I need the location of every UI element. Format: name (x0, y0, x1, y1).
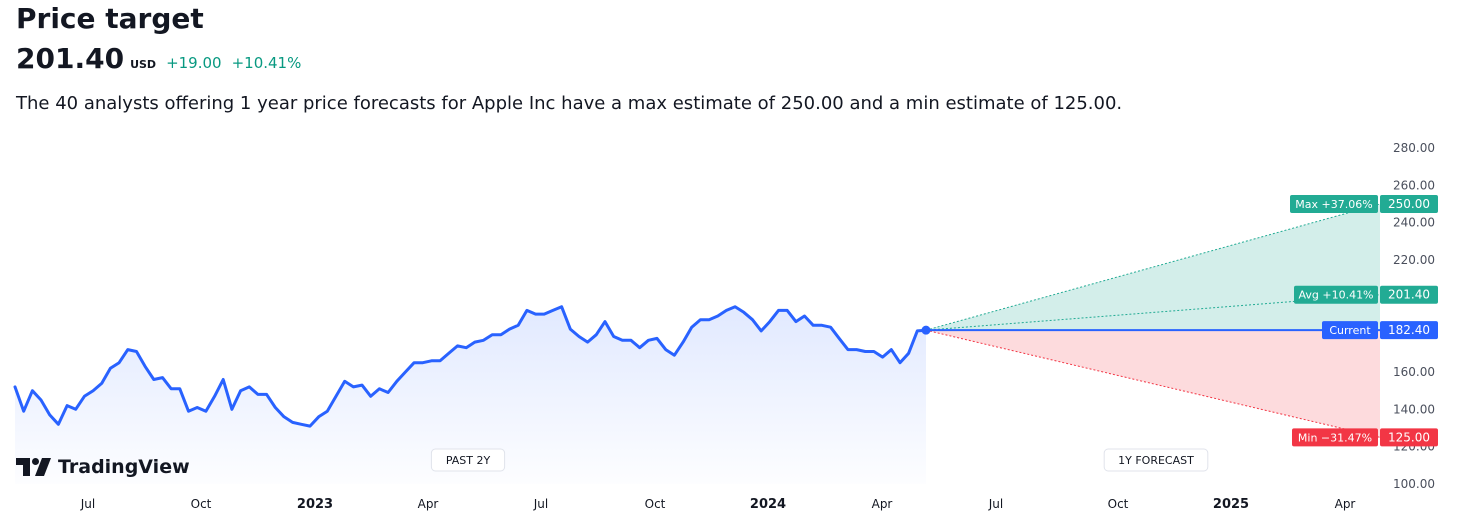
min-estimate-line (925, 329, 1381, 438)
current-tag-price: 182.40 (1388, 323, 1430, 337)
price-history-line (13, 305, 928, 428)
y-axis-tick-label: 260.00 (1393, 178, 1435, 192)
x-axis-tick-label: Apr (418, 497, 439, 511)
y-axis-tick-label: 240.00 (1393, 216, 1435, 230)
min-tag-price: 125.00 (1388, 430, 1430, 444)
past-area-fill (15, 306, 926, 484)
min-tag-price-box (1380, 428, 1438, 447)
forecast-period-label-box (1103, 448, 1209, 472)
price-change: +19.00 (166, 54, 222, 72)
price-target-value: 201.40 (16, 42, 125, 75)
max-estimate-line (925, 203, 1381, 331)
y-axis-tick-label: 140.00 (1393, 402, 1435, 416)
tradingview-logo[interactable]: TradingView (16, 456, 190, 478)
y-axis-tick-label: 280.00 (1393, 141, 1435, 155)
x-axis-tick-label: 2025 (1213, 497, 1249, 512)
past-period-label: PAST 2Y (446, 454, 491, 467)
price-change-percent: +10.41% (231, 54, 302, 72)
current-tag-label: Current (1329, 324, 1371, 337)
current-price-point (921, 325, 931, 335)
min-tag-label-box (1292, 428, 1378, 447)
avg-tag-label-box (1294, 285, 1378, 304)
tradingview-logo-text: TradingView (58, 456, 190, 478)
page-title: Price target (16, 2, 204, 35)
x-axis-tick-label: 2024 (750, 497, 786, 512)
x-axis-tick-label: Jul (988, 497, 1003, 511)
max-tag-label-box (1290, 195, 1378, 213)
x-axis-tick-label: 2023 (297, 497, 333, 512)
x-axis-tick-label: Jul (533, 497, 548, 511)
y-axis-tick-label: 220.00 (1393, 253, 1435, 267)
max-tag-label: Max +37.06% (1295, 198, 1372, 211)
price-summary: 201.40 USD +19.00 +10.41% (16, 42, 301, 75)
max-tag-price: 250.00 (1388, 197, 1430, 211)
x-axis-tick-label: Oct (1108, 497, 1129, 511)
x-axis-tick-label: Oct (191, 497, 212, 511)
x-axis-tick-label: Apr (872, 497, 893, 511)
avg-tag-price: 201.40 (1388, 288, 1430, 302)
min-tag-label: Min −31.47% (1298, 431, 1372, 444)
tradingview-logo-icon (16, 458, 51, 476)
avg-tag-price-box (1380, 285, 1438, 304)
y-axis-tick-label: 160.00 (1393, 365, 1435, 379)
x-axis-tick-label: Apr (1335, 497, 1356, 511)
past-period-label-box (430, 448, 506, 472)
max-tag-price-box (1380, 195, 1438, 213)
currency-label: USD (130, 58, 157, 71)
current-tag-price-box (1380, 321, 1438, 340)
avg-tag-label: Avg +10.41% (1298, 289, 1373, 302)
forecast-description: The 40 analysts offering 1 year price fo… (16, 93, 1123, 114)
current-tag-label-box (1322, 321, 1378, 340)
x-axis-tick-label: Oct (645, 497, 666, 511)
y-axis-tick-label: 100.00 (1393, 477, 1435, 491)
x-axis-tick-label: Jul (80, 497, 95, 511)
forecast-period-label: 1Y FORECAST (1118, 454, 1194, 467)
